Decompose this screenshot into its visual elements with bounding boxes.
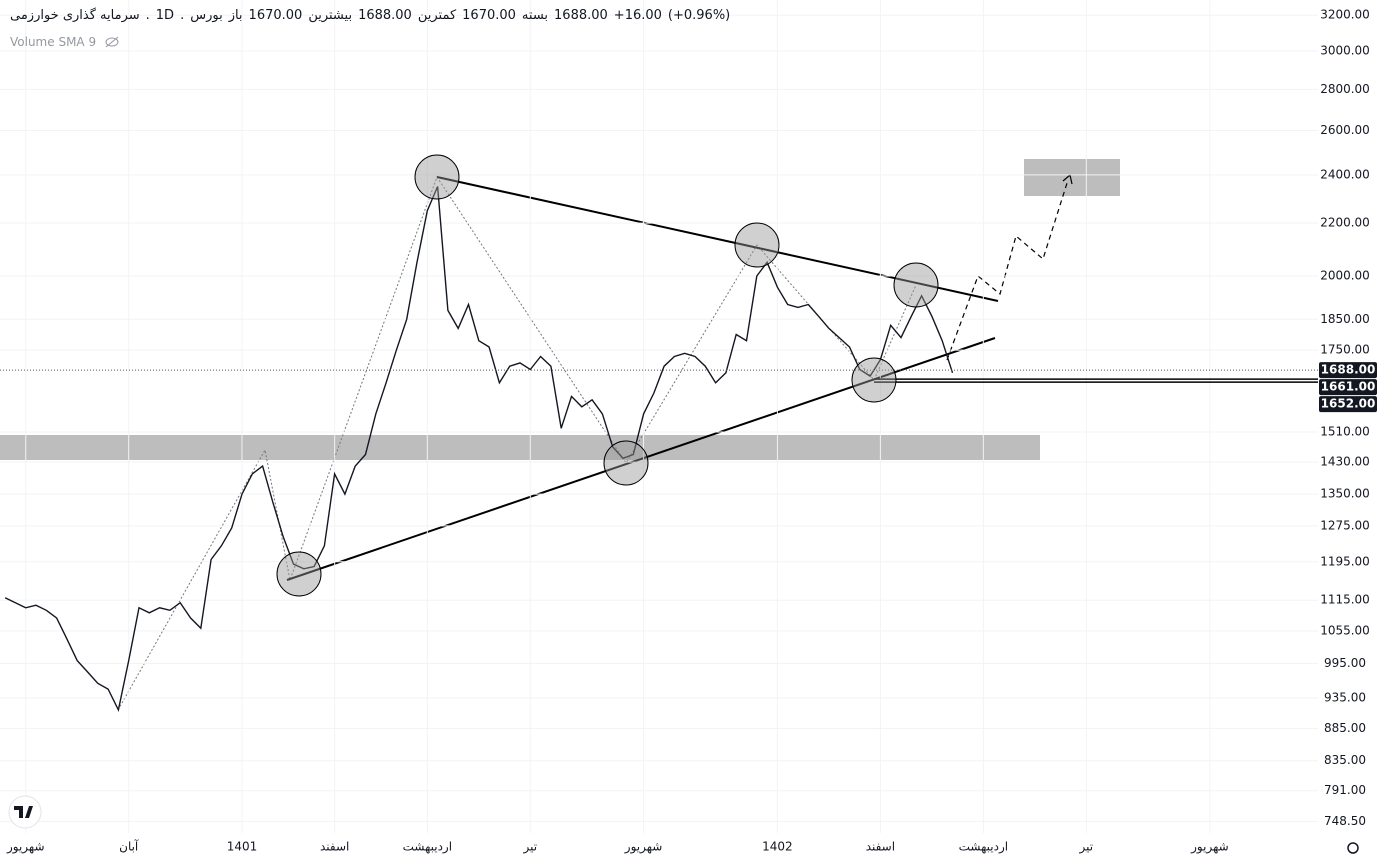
symbol-header: سرمایه گذاری خوارزمی . 1D . بورس باز 167…: [10, 8, 730, 23]
price-tag-label: 1688.00: [1321, 363, 1376, 377]
wave-path: [117, 175, 917, 711]
y-tick-label: 3000.00: [1320, 44, 1370, 58]
x-tick-label: تیر: [522, 840, 537, 855]
y-tick-label: 1275.00: [1320, 518, 1370, 532]
pivot-circle: [734, 222, 780, 268]
change: +16.00: [613, 8, 662, 23]
target-zone: [1024, 159, 1120, 196]
x-tick-label: آبان: [119, 839, 139, 854]
symbol-name: سرمایه گذاری خوارزمی: [10, 8, 140, 23]
hidden-eye[interactable]: [104, 36, 120, 48]
low-label: کمترین: [417, 8, 457, 23]
x-tick-label: شهریور: [1190, 840, 1229, 855]
logo-mark: [14, 806, 33, 818]
y-tick-label: 835.00: [1324, 753, 1366, 767]
x-tick-label: اردیبهشت: [403, 840, 452, 855]
open-label: باز: [228, 8, 243, 23]
y-tick-label: 1115.00: [1320, 593, 1370, 607]
plot: [0, 0, 1318, 833]
y-tick-label: 1430.00: [1320, 455, 1370, 469]
interval: 1D: [155, 8, 175, 23]
price-tag-label: 1652.00: [1321, 397, 1376, 411]
pivot-circle: [414, 154, 460, 200]
y-tick-label: 2600.00: [1320, 123, 1370, 137]
y-tick-label: 791.00: [1324, 783, 1366, 797]
y-tick-label: 2400.00: [1320, 167, 1370, 181]
change-pct: (+0.96%): [667, 8, 731, 23]
y-tick-label: 1510.00: [1320, 424, 1370, 438]
close-label: بسته: [521, 8, 549, 23]
y-tick-label: 1055.00: [1320, 623, 1370, 637]
indicator-legend: Volume SMA 9: [10, 35, 120, 49]
x-tick-label: شهریور: [6, 840, 45, 855]
pivot-circle: [893, 262, 939, 308]
y-tick-label: 1195.00: [1320, 554, 1370, 568]
exchange: بورس: [190, 8, 223, 23]
x-tick-label: 1402: [762, 840, 793, 854]
x-tick-label: 1401: [227, 840, 258, 854]
x-tick-label: تیر: [1079, 840, 1094, 855]
price-line: [4, 186, 954, 713]
projection-path: [946, 179, 1069, 361]
indicator-name: Volume SMA 9: [10, 35, 97, 49]
settings-icon[interactable]: [1347, 842, 1359, 854]
x-tick-label: اردیبهشت: [959, 840, 1008, 855]
high-value: 1688.00: [358, 8, 412, 23]
y-tick-label: 2200.00: [1320, 216, 1370, 230]
separator: .: [145, 8, 150, 23]
y-tick-label: 935.00: [1324, 690, 1366, 704]
y-tick-label: 995.00: [1324, 656, 1366, 670]
close-value: 1688.00: [554, 8, 608, 23]
y-tick-label: 885.00: [1324, 721, 1366, 735]
y-tick-label: 3200.00: [1320, 8, 1370, 22]
y-tick-label: 2000.00: [1320, 269, 1370, 283]
pivot-circle: [851, 357, 897, 403]
pivot-circle: [276, 551, 322, 597]
pivot-circle: [603, 440, 649, 486]
y-tick-label: 1350.00: [1320, 487, 1370, 501]
separator: .: [180, 8, 185, 23]
y-tick-label: 1850.00: [1320, 312, 1370, 326]
logo-badge: [8, 795, 42, 829]
low-value: 1670.00: [462, 8, 516, 23]
price-tag: [1319, 362, 1377, 379]
x-tick-label: شهریور: [624, 840, 663, 855]
price-tag-label: 1661.00: [1321, 380, 1376, 394]
price-tag: [1319, 379, 1377, 396]
drawings: [0, 159, 1120, 711]
gear[interactable]: [1347, 842, 1359, 854]
y-tick-label: 2800.00: [1320, 82, 1370, 96]
open-value: 1670.00: [248, 8, 303, 23]
price-tag: [1319, 396, 1377, 413]
y-tick-label: 1750.00: [1320, 343, 1370, 357]
tv-logo: [8, 795, 42, 829]
x-tick-label: اسفند: [320, 840, 349, 854]
high-label: بیشترین: [308, 8, 353, 23]
support-zone: [0, 435, 1040, 460]
circles: [276, 154, 939, 597]
y-tick-label: 748.50: [1324, 814, 1366, 828]
x-tick-label: اسفند: [866, 840, 895, 854]
